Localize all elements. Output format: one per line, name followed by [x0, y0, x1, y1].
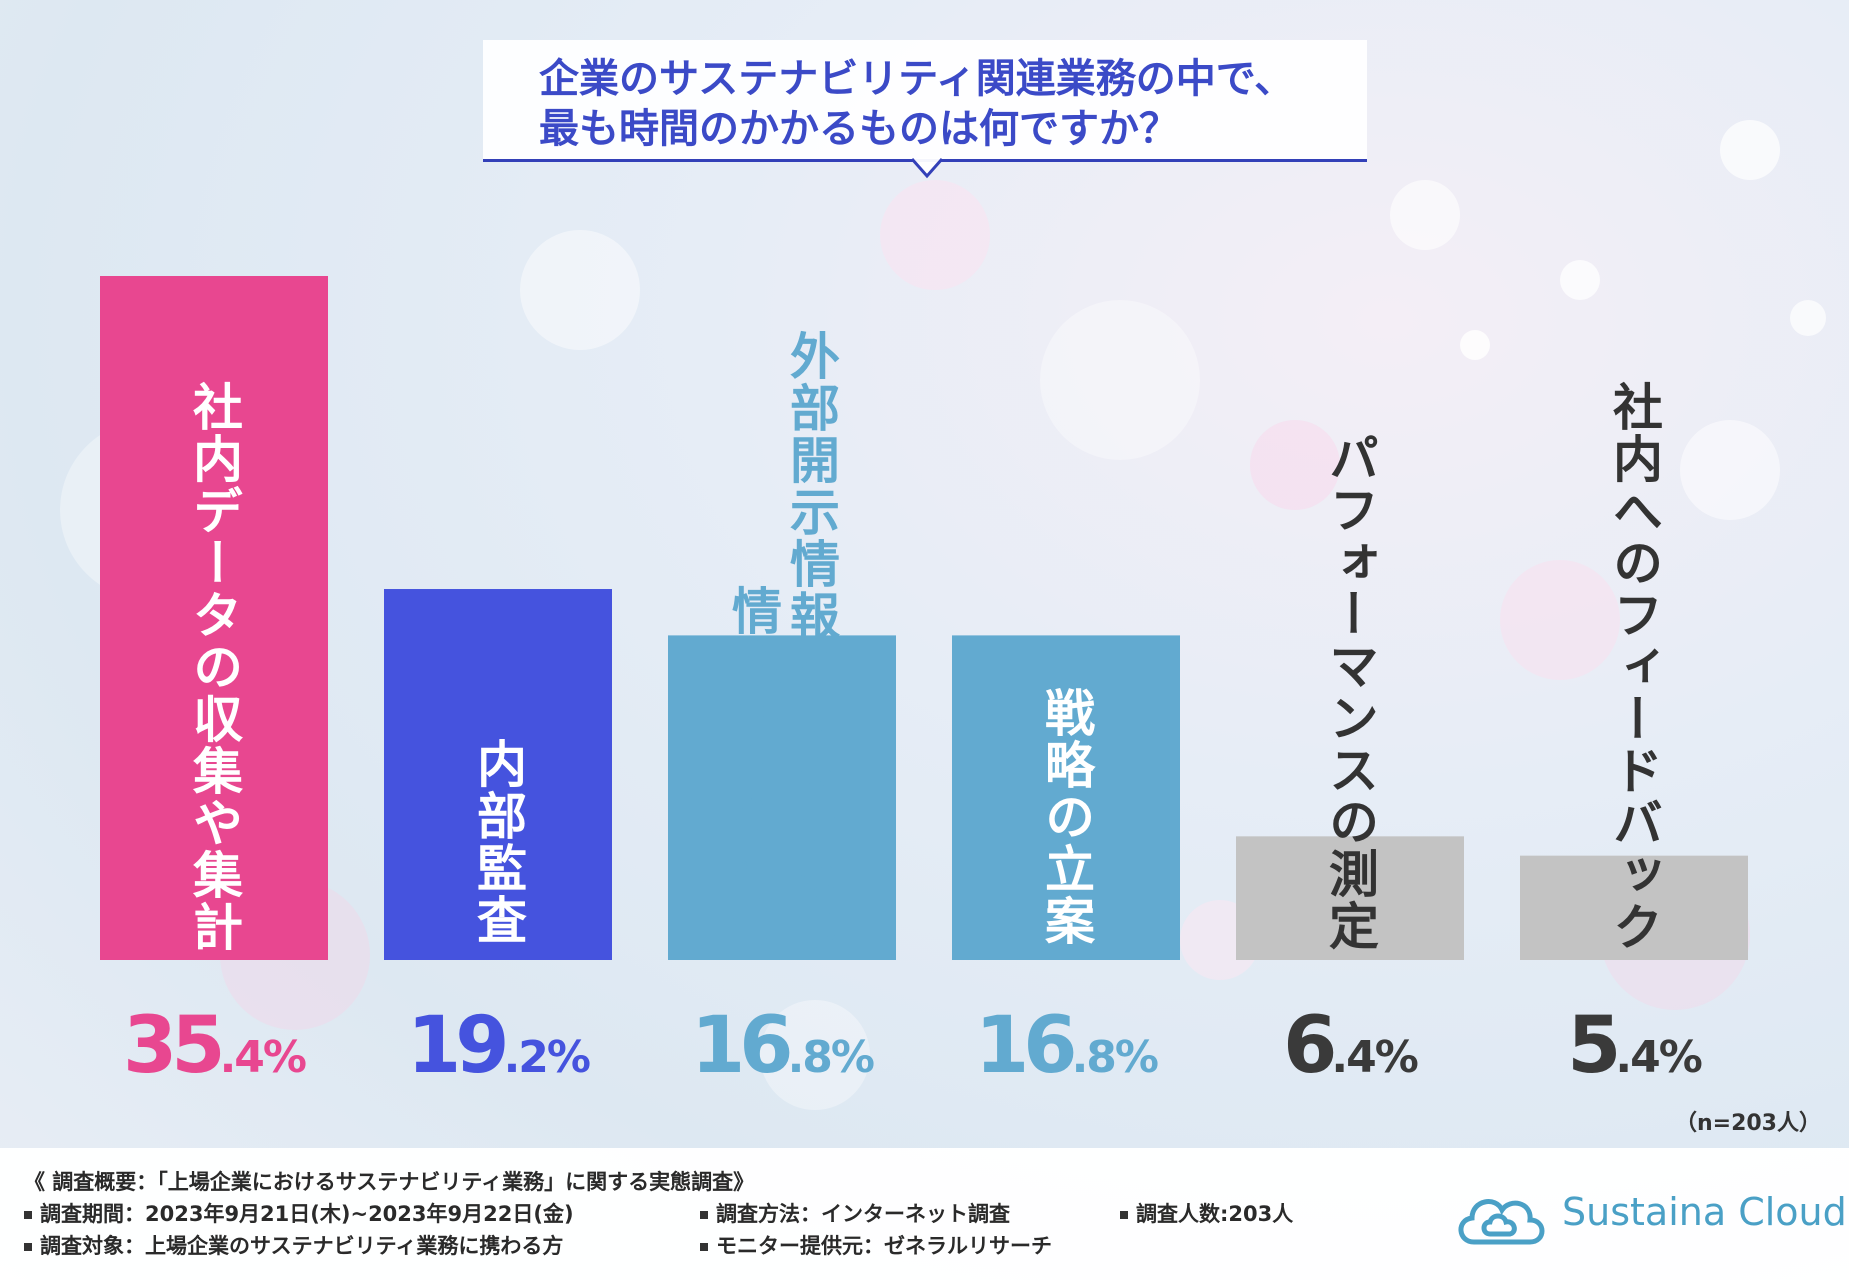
bar-chart: 社内データの収集や集計 35.4% 内部監査 19.2% 外部開示情報とするための情報整…	[100, 276, 1748, 1080]
survey-period: 調査期間：2023年9月21日(木)~2023年9月22日(金)	[40, 1202, 574, 1226]
bar-4	[952, 635, 1180, 960]
value-label-4: 16.8%	[975, 1001, 1158, 1080]
survey-method-row: 調査方法：インターネット調査	[700, 1198, 1010, 1228]
survey-count-row: 調査人数:203人	[1120, 1198, 1293, 1228]
bullet-icon	[24, 1211, 32, 1219]
bullet-icon	[700, 1243, 708, 1251]
survey-target-row: 調査対象：上場企業のサステナビリティ業務に携わる方	[24, 1230, 563, 1260]
survey-period-row: 調査期間：2023年9月21日(木)~2023年9月22日(金)	[24, 1198, 574, 1228]
bullet-icon	[24, 1243, 32, 1251]
chart-title-line1: 企業のサステナビリティ関連業務の中で、	[539, 56, 1295, 102]
value-label-3: 16.8%	[691, 1001, 874, 1080]
bar-label-6: 社内へのフィードバック	[1605, 381, 1663, 953]
value-label-1: 35.4%	[123, 1001, 306, 1080]
bar-label-2: 内部監査	[469, 738, 527, 946]
title-pointer-icon	[910, 158, 944, 179]
sample-size-note: （n=203人）	[1674, 1111, 1821, 1136]
survey-provider-row: モニター提供元：ゼネラルリサーチ	[700, 1230, 1052, 1260]
survey-footer: 《 調査概要：「上場企業におけるサステナビリティ業務」に関する実態調査》 調査期…	[0, 1148, 1849, 1280]
bar-label-3-2: 情報整理や準備	[724, 585, 782, 949]
sustaina-cloud-logo: Sustaina Cloud	[1452, 1170, 1847, 1260]
survey-count: 調査人数:203人	[1136, 1202, 1294, 1226]
bar-6	[1520, 855, 1748, 960]
bar-label-1: 社内データの収集や集計	[185, 381, 244, 953]
survey-summary: 《 調査概要：「上場企業におけるサステナビリティ業務」に関する実態調査》	[24, 1170, 755, 1194]
bullet-icon	[700, 1211, 708, 1219]
cloud-logo-icon	[1458, 1199, 1545, 1245]
bar-label-4: 戦略の立案	[1037, 687, 1095, 947]
bullet-icon	[1120, 1211, 1128, 1219]
bar-label-3-1: 外部開示情報とするための	[782, 330, 840, 954]
bar-1	[100, 276, 328, 960]
bar-2	[384, 589, 612, 960]
bar-label-5: パフォーマンスの測定	[1321, 432, 1379, 952]
survey-target: 調査対象：上場企業のサステナビリティ業務に携わる方	[40, 1234, 564, 1258]
value-label-5: 6.4%	[1283, 1001, 1418, 1080]
value-label-6: 5.4%	[1567, 1001, 1702, 1080]
logo-text: Sustaina Cloud	[1562, 1190, 1847, 1234]
value-label-2: 19.2%	[407, 1001, 590, 1080]
bar-5	[1236, 836, 1464, 960]
chart-title-line2: 最も時間のかかるものは何ですか？	[539, 106, 1179, 152]
chart-title-box: 企業のサステナビリティ関連業務の中で、 最も時間のかかるものは何ですか？	[483, 40, 1367, 162]
survey-method: 調査方法：インターネット調査	[716, 1202, 1010, 1226]
bar-3	[668, 635, 896, 960]
survey-provider: モニター提供元：ゼネラルリサーチ	[716, 1234, 1052, 1258]
